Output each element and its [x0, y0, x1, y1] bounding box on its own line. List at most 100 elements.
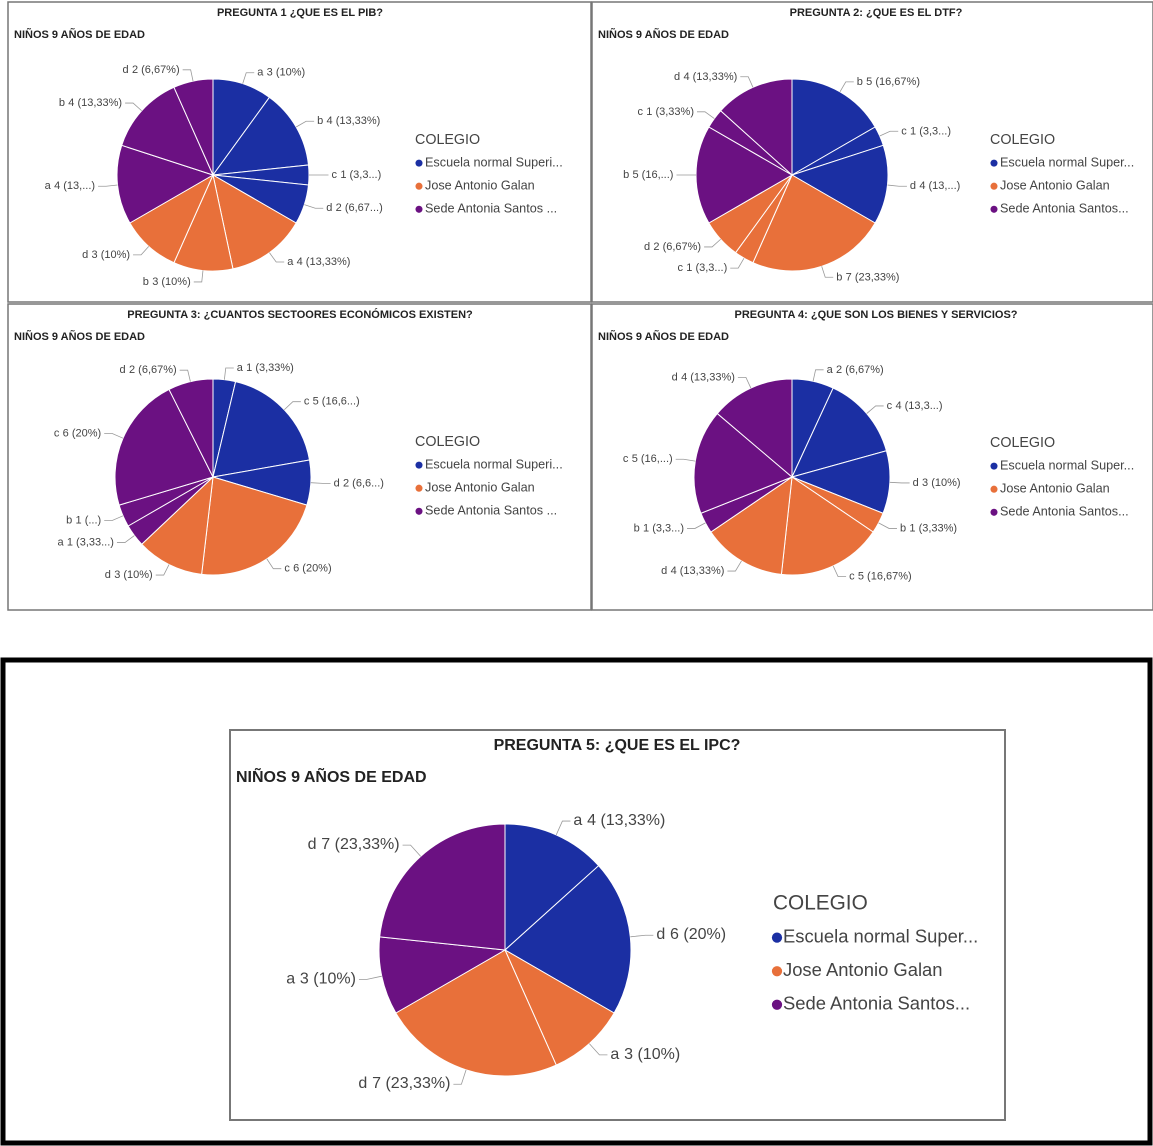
pie-slice	[791, 78, 876, 176]
label-category: d	[910, 180, 916, 192]
leader-line	[812, 369, 824, 382]
legend-label: Jose Antonio Galan	[1000, 482, 1110, 496]
legend-title: COLEGIO	[990, 132, 1055, 148]
pie-slice	[780, 476, 874, 576]
leader-line	[727, 560, 742, 572]
leader-line	[630, 934, 654, 938]
label-value: 5 (16,6...)	[313, 396, 360, 408]
leader-line	[887, 184, 907, 187]
legend-label: Sede Antonia Santos...	[1000, 505, 1129, 519]
label-category: d	[672, 371, 678, 383]
label-value: 1 (3,3...)	[910, 125, 951, 137]
leader-line	[193, 270, 204, 283]
leader-line	[589, 1043, 608, 1056]
pie-slice	[791, 387, 888, 478]
label-category: c	[901, 125, 907, 137]
label-value: 4 (13,33%)	[327, 115, 381, 127]
pie-slice	[212, 174, 297, 270]
legend-label: Escuela normal Super...	[783, 925, 978, 946]
label-value: 1 (3,3...)	[643, 522, 684, 534]
label-value: 1 (3,33%)	[909, 522, 957, 534]
label-value: 1 (3,3...)	[686, 262, 727, 274]
legend-marker	[771, 932, 783, 943]
data-label: d 2 (6,67...)	[326, 202, 383, 214]
chart-title: PREGUNTA 5: ¿QUE ES EL IPC?	[494, 737, 741, 754]
label-value: 6 (20%)	[670, 926, 726, 943]
leader-line	[737, 376, 752, 389]
legend-marker	[415, 159, 423, 167]
leader-line	[453, 1069, 467, 1085]
leader-line	[555, 820, 571, 836]
label-value: 3 (10%)	[300, 971, 356, 988]
leader-line	[358, 975, 382, 980]
label-value: 6 (20%)	[293, 563, 332, 575]
label-category: b	[634, 522, 640, 534]
data-label: b 5 (16,...)	[623, 169, 673, 181]
label-category: c	[849, 571, 855, 583]
pie-slice	[790, 144, 889, 224]
label-value: 2 (6,67%)	[836, 364, 884, 376]
label-value: 4 (13,3...)	[895, 400, 942, 412]
chart-subtitle: NIÑOS 9 AÑOS DE EDAD	[14, 28, 145, 41]
leader-line	[740, 76, 754, 88]
label-value: 2 (6,67%)	[129, 364, 177, 376]
label-value: 1 (3,33...)	[67, 536, 114, 548]
label-value: 3 (10%)	[267, 67, 306, 79]
pie-slice	[504, 823, 600, 952]
legend-label: Escuela normal Super...	[1000, 155, 1134, 169]
leader-line	[704, 238, 721, 248]
label-category: d	[120, 364, 126, 376]
leader-line	[242, 72, 255, 84]
label-value: 2 (6,6...)	[343, 477, 384, 489]
leader-line	[104, 515, 124, 521]
label-category: d	[308, 836, 317, 853]
pie-slice	[114, 388, 214, 506]
label-category: c	[638, 106, 644, 118]
label-category: d	[644, 241, 650, 253]
leader-line	[832, 565, 847, 578]
label-category: a	[287, 256, 294, 268]
legend-label: Escuela normal Super...	[1000, 458, 1134, 472]
pie-slice	[201, 476, 308, 576]
pie-slice	[168, 378, 214, 478]
chart-title: PREGUNTA 1 ¿QUE ES EL PIB?	[217, 7, 383, 19]
label-category: a	[827, 364, 834, 376]
label-category: d	[334, 477, 340, 489]
legend-label: Jose Antonio Galan	[425, 481, 535, 495]
label-value: 7 (23,33%)	[846, 271, 900, 283]
leader-line	[730, 257, 745, 269]
label-category: d	[105, 569, 111, 581]
label-value: 3 (10%)	[114, 569, 153, 581]
label-category: d	[358, 1075, 367, 1092]
label-value: 4 (13,33%)	[297, 256, 351, 268]
legend-marker	[990, 205, 998, 213]
legend-title: COLEGIO	[415, 434, 480, 450]
leader-line	[284, 401, 301, 411]
label-value: 4 (13,33%)	[681, 371, 735, 383]
legend-label: Escuela normal Superi...	[425, 457, 563, 471]
legend-title: COLEGIO	[773, 892, 868, 915]
pie-slice	[710, 475, 793, 575]
pie-slice	[211, 96, 310, 176]
label-category: a	[573, 812, 582, 829]
label-value: 5 (16,67%)	[866, 76, 920, 88]
legend-title: COLEGIO	[415, 132, 480, 148]
pie-slice	[116, 144, 215, 224]
